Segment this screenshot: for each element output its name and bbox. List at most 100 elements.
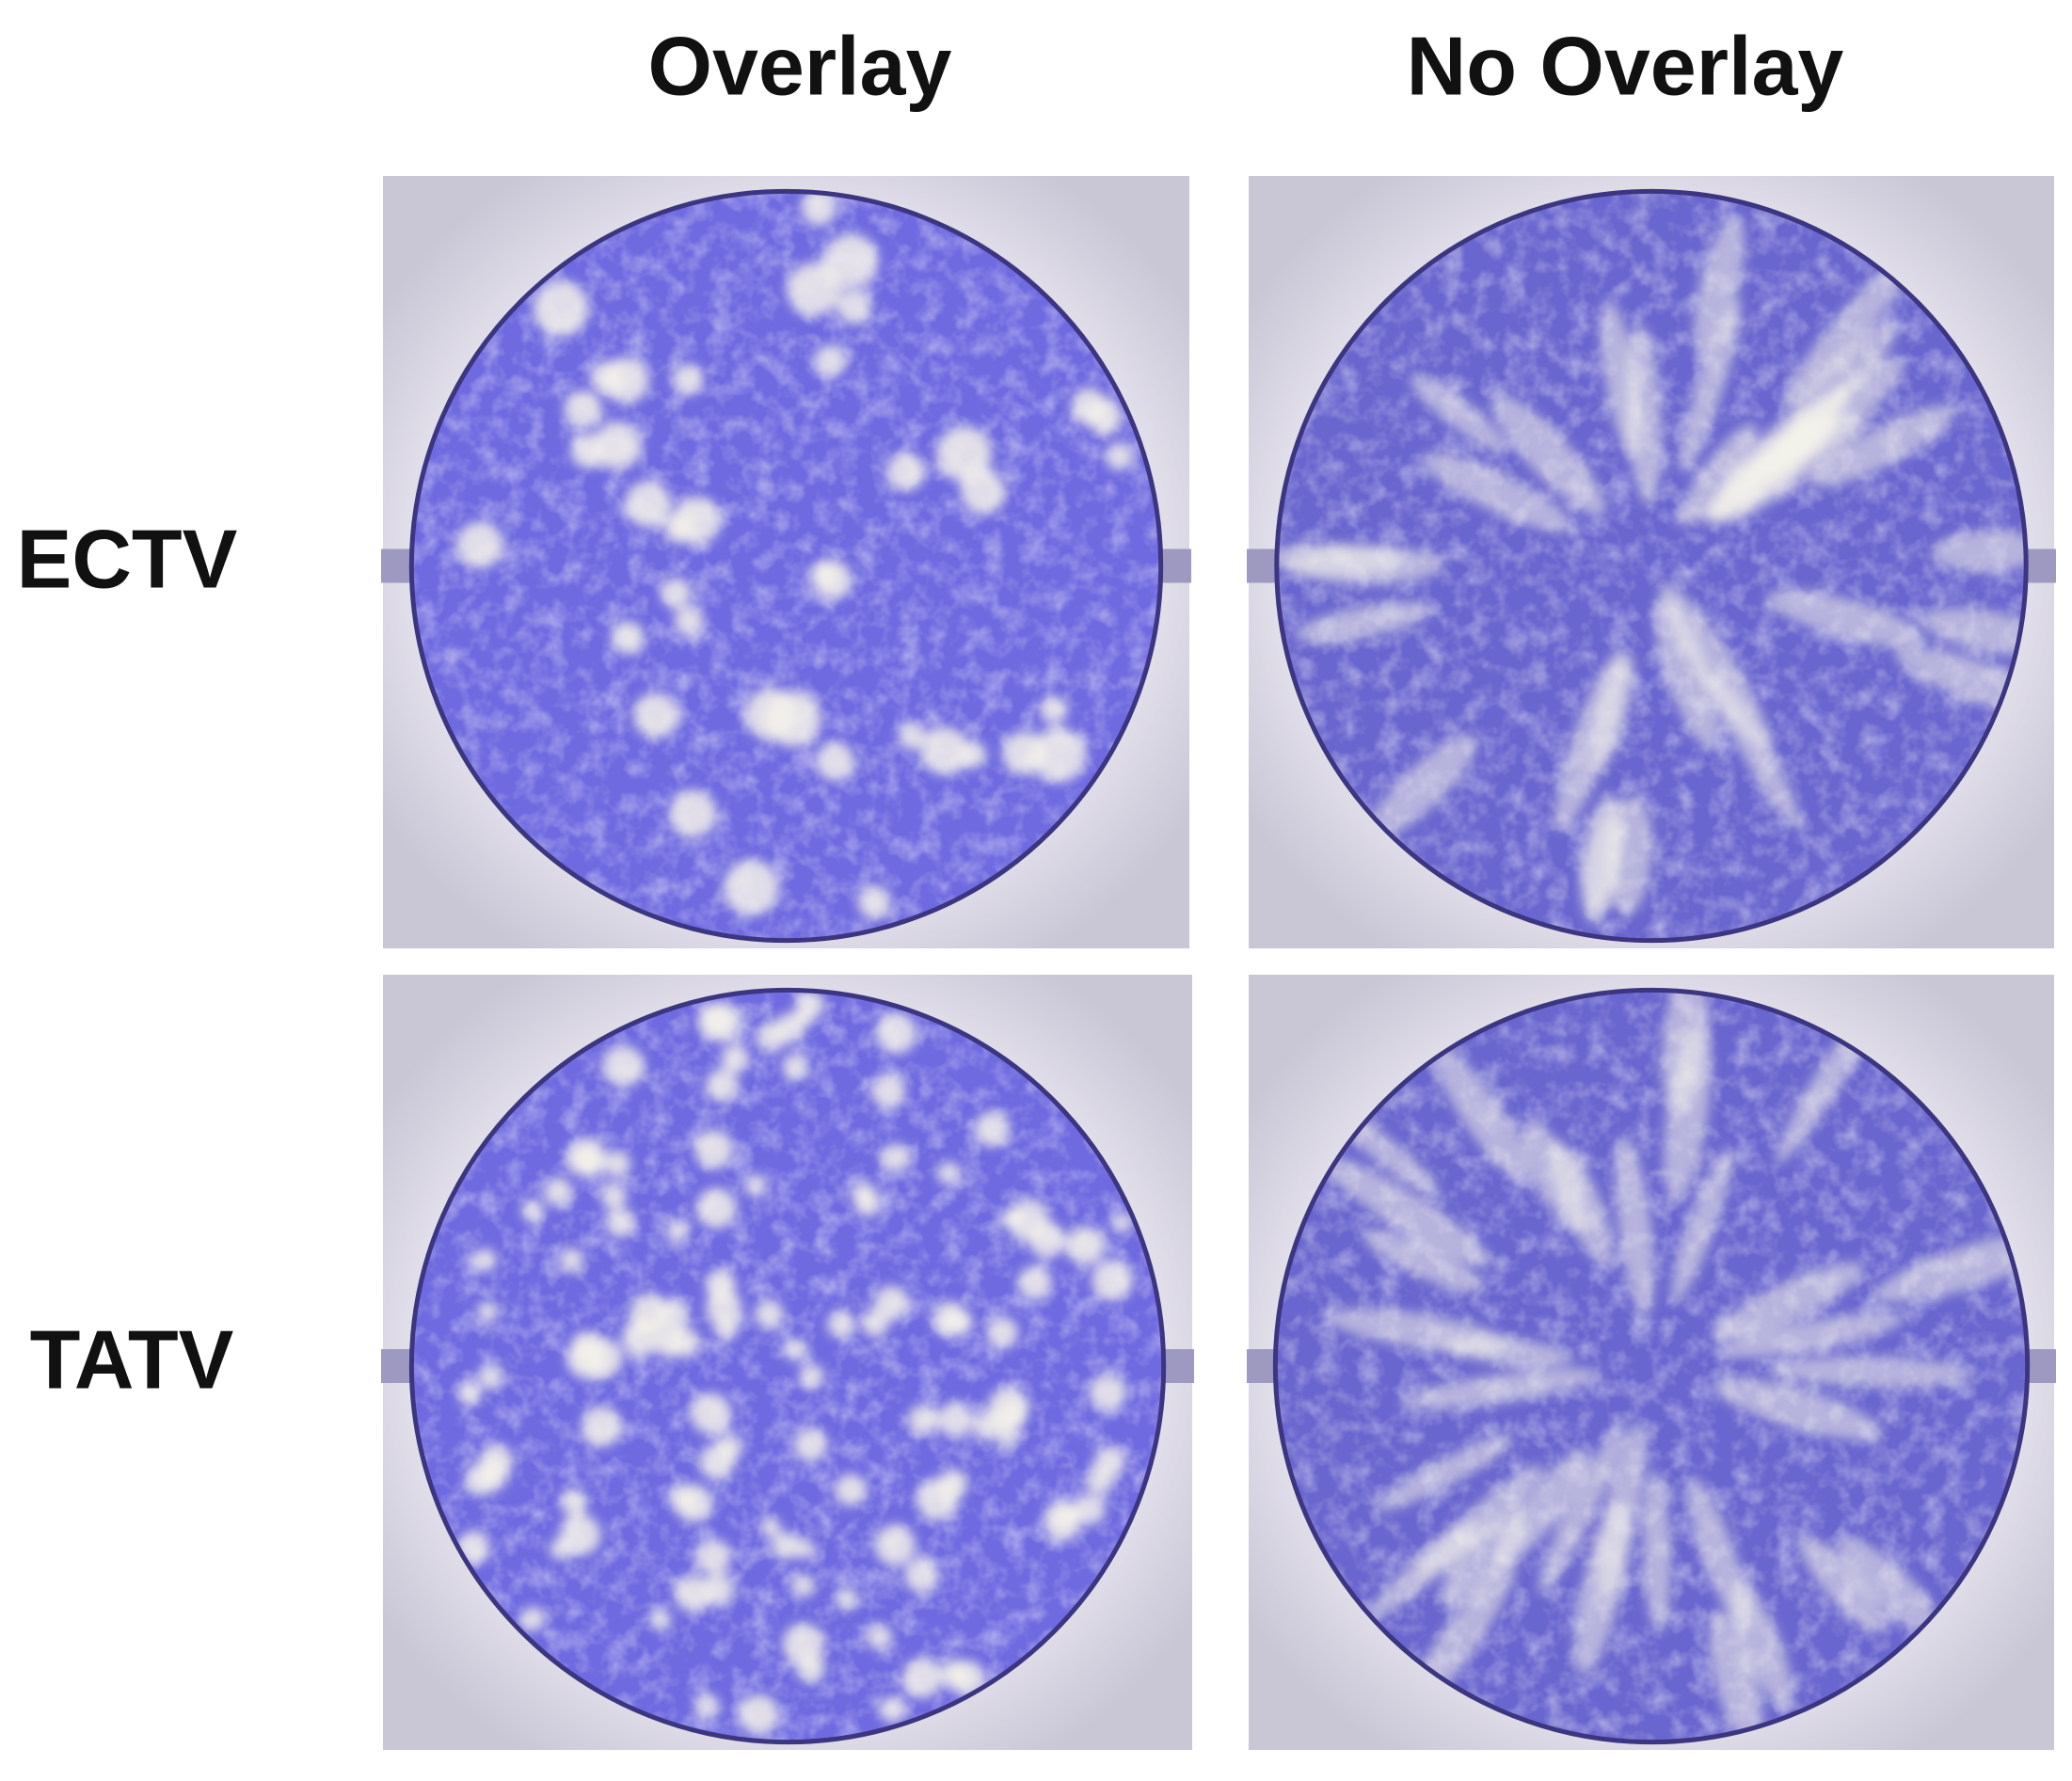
streak — [1678, 422, 1758, 527]
plaque — [937, 1161, 962, 1185]
plaque — [908, 1405, 938, 1435]
plaque — [477, 1363, 504, 1390]
plaque — [693, 1694, 720, 1720]
well-image — [1247, 975, 2056, 1750]
plaques — [1317, 990, 2028, 1742]
plaque — [932, 1301, 967, 1336]
plaque — [814, 344, 847, 377]
plaque — [602, 1045, 645, 1088]
well-image — [381, 975, 1194, 1750]
plaque — [784, 1338, 807, 1361]
plaque — [857, 885, 892, 919]
plaque — [456, 1531, 490, 1565]
plaque — [1039, 695, 1068, 724]
plaque — [793, 1427, 828, 1463]
streak — [1276, 543, 1405, 576]
streak — [1433, 1045, 1530, 1182]
streak — [1721, 408, 1811, 498]
plaque — [996, 1426, 1019, 1449]
well-rim — [1274, 188, 2029, 944]
plaque — [827, 1310, 855, 1338]
plaque — [904, 1558, 940, 1594]
plaque — [520, 1606, 546, 1631]
plaque — [705, 1289, 742, 1327]
plaque — [600, 1183, 628, 1210]
plaque — [693, 1129, 734, 1169]
streak — [1654, 596, 1720, 750]
streak — [1440, 1511, 1526, 1606]
plaque — [666, 1220, 689, 1243]
plaque — [744, 1173, 767, 1197]
plaque — [881, 1143, 910, 1173]
streak — [1765, 589, 1925, 647]
plaque — [937, 1469, 968, 1500]
streak — [1783, 254, 1913, 407]
plaque — [611, 620, 645, 655]
streak — [1712, 1377, 1883, 1440]
streak — [1538, 1423, 1626, 1595]
column-header: No Overlay — [1407, 19, 1844, 112]
plaque — [479, 1443, 514, 1478]
plaque — [986, 1316, 1019, 1349]
plaque — [759, 1517, 781, 1537]
plaques — [1276, 215, 2027, 925]
plaque — [650, 1609, 672, 1630]
plaque — [787, 262, 841, 317]
plaque — [738, 1694, 780, 1736]
plaque — [633, 692, 679, 739]
plaque — [560, 1488, 587, 1516]
plaque — [974, 1111, 1011, 1147]
streak — [1625, 325, 1663, 505]
plaque — [1092, 1259, 1134, 1301]
plaque — [771, 1532, 800, 1560]
well-rim — [408, 188, 1164, 944]
streak — [1317, 1153, 1492, 1267]
plaque — [566, 1137, 607, 1178]
plaque — [815, 741, 855, 782]
plaque — [1065, 1226, 1106, 1266]
plaque — [960, 469, 1006, 515]
plaque — [837, 289, 872, 325]
plaque — [1075, 1494, 1106, 1525]
texture — [411, 990, 1164, 1742]
plaque — [1002, 730, 1047, 775]
plaque — [621, 1318, 661, 1358]
plaque — [661, 577, 693, 609]
plaque — [674, 606, 705, 637]
plaque — [765, 691, 821, 748]
streak — [1710, 416, 1837, 520]
plaque — [521, 1200, 544, 1222]
plaque — [791, 1574, 815, 1598]
streak — [1590, 652, 1634, 772]
plaque — [1031, 727, 1087, 783]
well-image — [381, 176, 1191, 948]
well-image — [1247, 176, 2056, 948]
plaque — [543, 1177, 573, 1206]
streak — [1797, 1535, 1886, 1634]
plaque — [472, 1248, 497, 1273]
row-label: ECTV — [17, 512, 238, 605]
streak — [1642, 1470, 1672, 1632]
plaque — [696, 1539, 732, 1574]
plaque — [1017, 1265, 1053, 1301]
plaque — [674, 1575, 711, 1613]
plaque — [581, 1406, 622, 1447]
plaque — [1028, 1221, 1065, 1259]
plaques — [455, 191, 1134, 919]
plaque — [1088, 1374, 1125, 1411]
plaque — [1052, 1500, 1082, 1530]
plaque — [696, 1002, 733, 1039]
plaque — [834, 1473, 867, 1506]
plaque — [605, 1208, 635, 1238]
plaque — [870, 1073, 906, 1109]
streak — [1615, 1135, 1655, 1316]
plaque — [533, 280, 589, 337]
plaque — [690, 1392, 732, 1435]
plaque — [854, 1190, 882, 1217]
plaque — [672, 496, 722, 545]
plaques — [456, 990, 1134, 1736]
plaque — [1000, 1207, 1025, 1231]
streak — [1711, 674, 1801, 829]
plaque — [455, 521, 504, 569]
